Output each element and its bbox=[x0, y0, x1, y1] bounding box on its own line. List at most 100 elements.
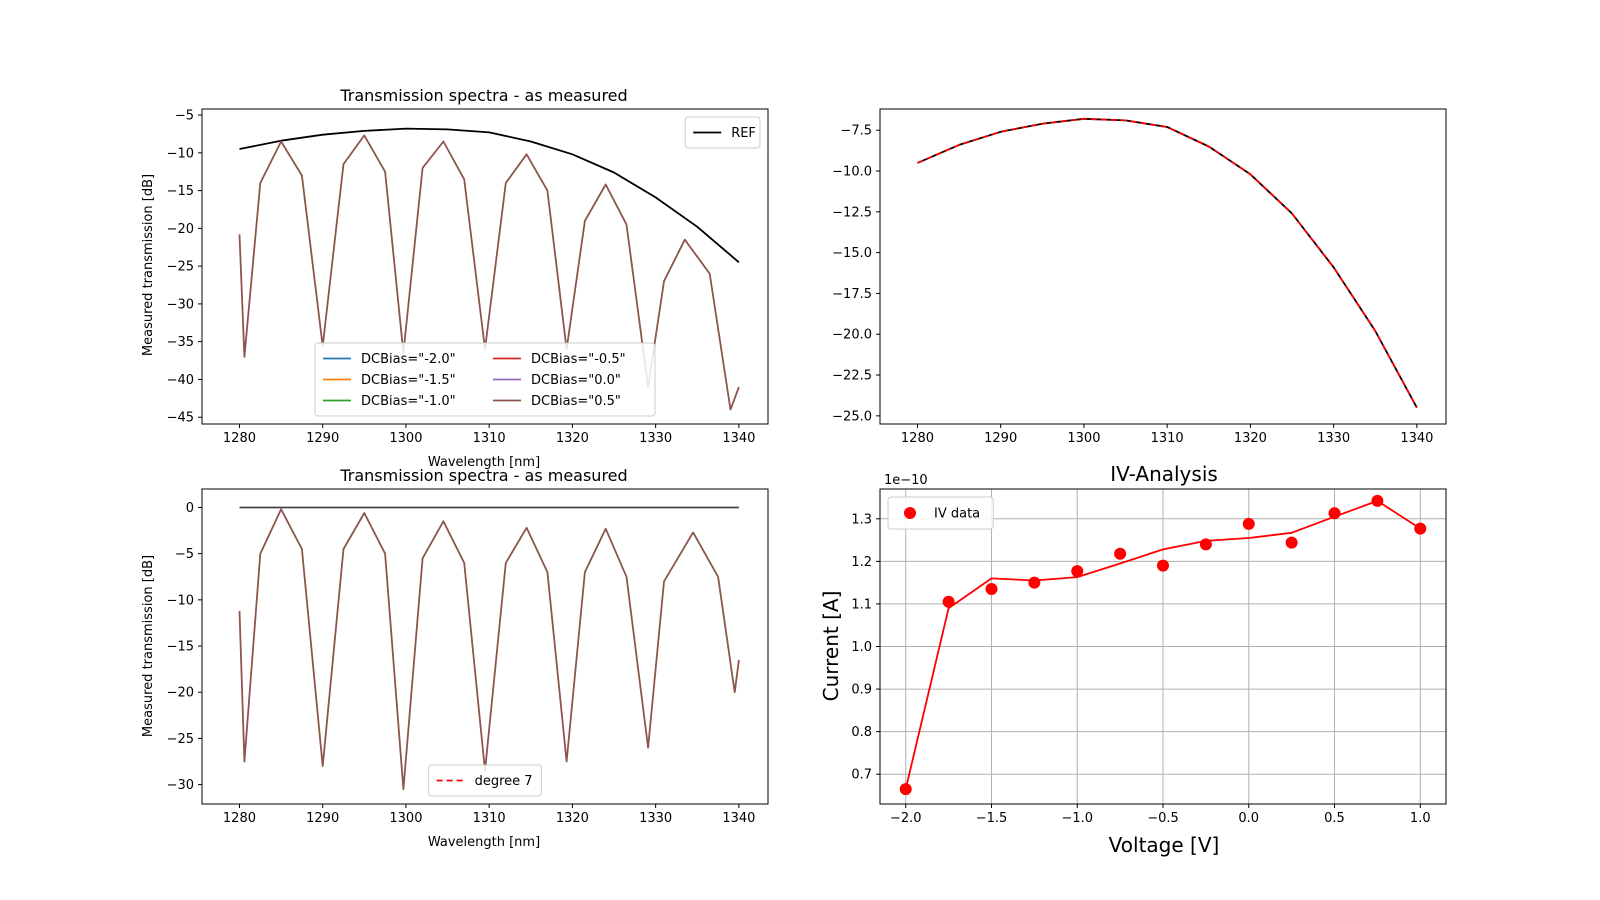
x-tick-label: 1330 bbox=[1317, 431, 1350, 446]
y-axis-label: Measured transmission [dB] bbox=[141, 555, 156, 737]
x-tick-label: 1300 bbox=[1067, 431, 1100, 446]
data-point bbox=[942, 595, 955, 608]
y-tick-label: −22.5 bbox=[832, 369, 872, 384]
x-axis-label: Wavelength [nm] bbox=[428, 835, 540, 850]
data-point bbox=[1114, 547, 1127, 560]
y-axis-label: Current [A] bbox=[819, 591, 843, 702]
x-tick-label: 1320 bbox=[556, 811, 589, 826]
y-tick-label: 0.7 bbox=[851, 768, 872, 783]
x-tick-label: 0.0 bbox=[1238, 811, 1259, 826]
plot-area: 1280 1290 1300 1310 1320 1330 1340 −7.5 −10.0 −12… bbox=[832, 108, 1447, 446]
legend-label: DCBias="0.0" bbox=[531, 373, 621, 388]
y-tick-label: −20.0 bbox=[832, 328, 872, 343]
legend-box bbox=[314, 342, 656, 417]
y-tick-label: 0 bbox=[186, 501, 194, 516]
data-point bbox=[1028, 576, 1041, 589]
plot-area: 1280 1290 1300 1310 1320 1330 1340 0 −5 −10 −15 −20… bbox=[167, 488, 769, 826]
x-tick-label: −1.0 bbox=[1061, 811, 1093, 826]
x-tick-label: 0.5 bbox=[1324, 811, 1345, 826]
y-tick-label: 1.2 bbox=[851, 555, 872, 570]
y-tick-label: −45 bbox=[167, 411, 194, 426]
x-tick-label: 1330 bbox=[639, 811, 672, 826]
legend-marker bbox=[904, 507, 916, 519]
legend-label: DCBias="0.5" bbox=[531, 394, 621, 409]
chart-title: IV-Analysis bbox=[1110, 462, 1218, 486]
y-tick-label: 0.8 bbox=[851, 725, 872, 740]
x-tick-label: 1280 bbox=[901, 431, 934, 446]
x-tick-label: −0.5 bbox=[1147, 811, 1179, 826]
x-tick-label: 1300 bbox=[389, 811, 422, 826]
chart-title: Transmission spectra - as measured bbox=[339, 86, 627, 105]
plot-area: 1280 1290 1300 1310 1320 1330 1340 −5 −10 −15 −20 −… bbox=[167, 108, 769, 446]
y-tick-label: −25 bbox=[167, 260, 194, 275]
y-tick-label: −15.0 bbox=[832, 246, 872, 261]
y-tick-label: 0.9 bbox=[851, 683, 872, 698]
y-tick-label: −15 bbox=[167, 640, 194, 655]
y-tick-label: −10 bbox=[167, 593, 194, 608]
x-tick-label: 1280 bbox=[223, 811, 256, 826]
legend-label: DCBias="-1.5" bbox=[361, 373, 456, 388]
x-tick-label: 1310 bbox=[1151, 431, 1184, 446]
data-point bbox=[1242, 517, 1255, 530]
x-tick-label: −1.5 bbox=[976, 811, 1008, 826]
x-tick-label: 1310 bbox=[473, 431, 506, 446]
panel-transmission-spectra-normalized: 1280 1290 1300 1310 1320 1330 1340 0 −5 −10 −15 −20… bbox=[141, 466, 769, 850]
axes-frame bbox=[879, 488, 1447, 805]
x-tick-label: 1340 bbox=[722, 431, 755, 446]
x-tick-label: 1320 bbox=[556, 431, 589, 446]
x-tick-label: 1340 bbox=[722, 811, 755, 826]
legend-label: REF bbox=[731, 126, 756, 141]
x-tick-label: 1340 bbox=[1400, 431, 1433, 446]
data-layer bbox=[917, 117, 1418, 409]
x-tick-label: 1280 bbox=[223, 431, 256, 446]
y-tick-label: −25.0 bbox=[832, 409, 872, 424]
y-tick-label: −40 bbox=[167, 373, 194, 388]
legend-box bbox=[887, 496, 994, 530]
plot-area: −2.0 −1.5 −1.0 −0.5 0.0 0.5 1.0 0.7 0.8 0.9 1.0 1.1… bbox=[851, 488, 1447, 826]
panel-iv-analysis: −2.0 −1.5 −1.0 −0.5 0.0 0.5 1.0 0.7 0.8 0.9 1.0 1.1… bbox=[819, 462, 1447, 857]
y-tick-label: −15 bbox=[167, 184, 194, 199]
legend-label: IV data bbox=[934, 507, 980, 522]
series-line-1 bbox=[904, 499, 1421, 790]
legend-label: DCBias="-2.0" bbox=[361, 352, 456, 367]
y-tick-label: −17.5 bbox=[832, 287, 872, 302]
x-axis-label: Wavelength [nm] bbox=[428, 455, 540, 470]
y-tick-label: 1.3 bbox=[851, 512, 872, 527]
y-tick-label: −10.0 bbox=[832, 165, 872, 180]
y-tick-label: −12.5 bbox=[832, 205, 872, 220]
x-tick-label: 1320 bbox=[1234, 431, 1267, 446]
y-tick-label: −20 bbox=[167, 222, 194, 237]
data-point bbox=[1071, 565, 1084, 578]
panel-ref-fit: 1280 1290 1300 1310 1320 1330 1340 −7.5 −10.0 −12… bbox=[832, 108, 1447, 446]
y-axis-label: Measured transmission [dB] bbox=[141, 174, 156, 356]
y-tick-label: −20 bbox=[167, 686, 194, 701]
data-point bbox=[985, 583, 998, 596]
series-line-0 bbox=[917, 117, 1418, 409]
x-tick-label: 1310 bbox=[473, 811, 506, 826]
chart-title: Transmission spectra - as measured bbox=[339, 466, 627, 485]
axes-frame bbox=[879, 108, 1447, 425]
series-line-0 bbox=[239, 127, 740, 263]
data-point bbox=[1157, 559, 1169, 572]
data-point bbox=[1285, 536, 1298, 549]
y-tick-label: −10 bbox=[167, 146, 194, 161]
y-tick-label: −30 bbox=[167, 778, 194, 793]
axes-frame bbox=[201, 108, 769, 425]
y-tick-label: 1.0 bbox=[851, 640, 872, 655]
legend-box bbox=[428, 764, 542, 797]
x-tick-label: 1290 bbox=[306, 431, 339, 446]
x-tick-label: 1.0 bbox=[1410, 811, 1431, 826]
x-tick-label: 1330 bbox=[639, 431, 672, 446]
x-tick-label: 1300 bbox=[389, 431, 422, 446]
axes-frame bbox=[201, 488, 769, 805]
legend-label: DCBias="-1.0" bbox=[361, 394, 456, 409]
x-tick-label: 1290 bbox=[984, 431, 1017, 446]
legend-box bbox=[684, 116, 761, 149]
legend-label: degree 7 bbox=[475, 774, 533, 789]
y-axis-scale-label: 1e−10 bbox=[884, 473, 928, 488]
y-tick-label: −5 bbox=[175, 109, 194, 124]
panel-transmission-spectra: 1280 1290 1300 1310 1320 1330 1340 −5 −10 −15 −20 −… bbox=[141, 86, 769, 470]
legend-label: DCBias="-0.5" bbox=[531, 352, 626, 367]
x-axis-label: Voltage [V] bbox=[1109, 833, 1220, 857]
